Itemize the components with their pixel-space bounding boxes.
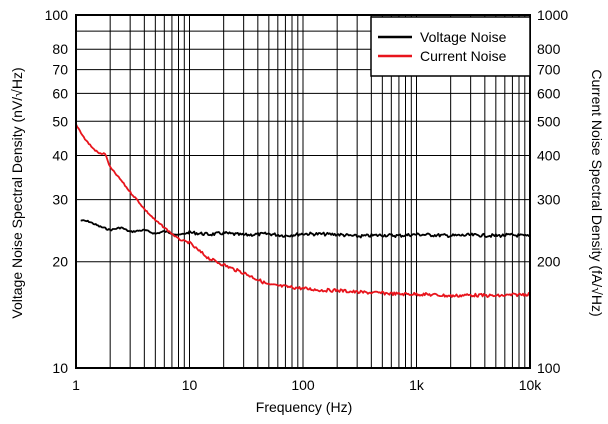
y2-tick-label: 800 [537,41,561,57]
x-tick-label: 10 [182,377,198,393]
y-tick-label: 30 [52,192,68,208]
y-tick-label: 60 [52,85,68,101]
y2-axis-label: Current Noise Spectral Density (fA/√Hz) [589,69,605,316]
x-tick-label: 10k [519,377,543,393]
y-tick-label: 10 [52,360,68,376]
grid-lines [76,15,530,368]
y2-tick-label: 1000 [537,7,568,23]
legend: Voltage Noise Current Noise [370,16,531,77]
series-lines [75,123,531,299]
legend-label-voltage-noise: Voltage Noise [420,29,507,45]
x-axis-label: Frequency (Hz) [256,399,352,415]
y-tick-label: 50 [52,113,68,129]
y2-tick-label: 700 [537,62,561,78]
y-tick-label: 70 [52,62,68,78]
y2-tick-label: 600 [537,85,561,101]
x-tick-label: 100 [291,377,315,393]
legend-box [370,16,531,77]
series-line-voltage-noise [80,219,531,239]
x-tick-label: 1k [409,377,425,393]
tick-labels: 1 10 100 1k 10k10203040506070801001002003004… [45,7,569,393]
legend-label-current-noise: Current Noise [420,48,507,64]
y-tick-label: 100 [45,7,69,23]
y-tick-label: 20 [52,254,68,270]
y2-tick-label: 100 [537,360,561,376]
y2-tick-label: 500 [537,113,561,129]
y-tick-label: 80 [52,41,68,57]
y-tick-label: 40 [52,147,68,163]
y-axis-label: Voltage Noise Spectral Density (nV/√Hz) [9,67,25,318]
x-tick-label: 1 [72,377,80,393]
y2-tick-label: 300 [537,192,561,208]
series-line-current-noise [75,123,531,299]
plot-frame [75,14,531,369]
y2-tick-label: 400 [537,147,561,163]
y2-tick-label: 200 [537,254,561,270]
